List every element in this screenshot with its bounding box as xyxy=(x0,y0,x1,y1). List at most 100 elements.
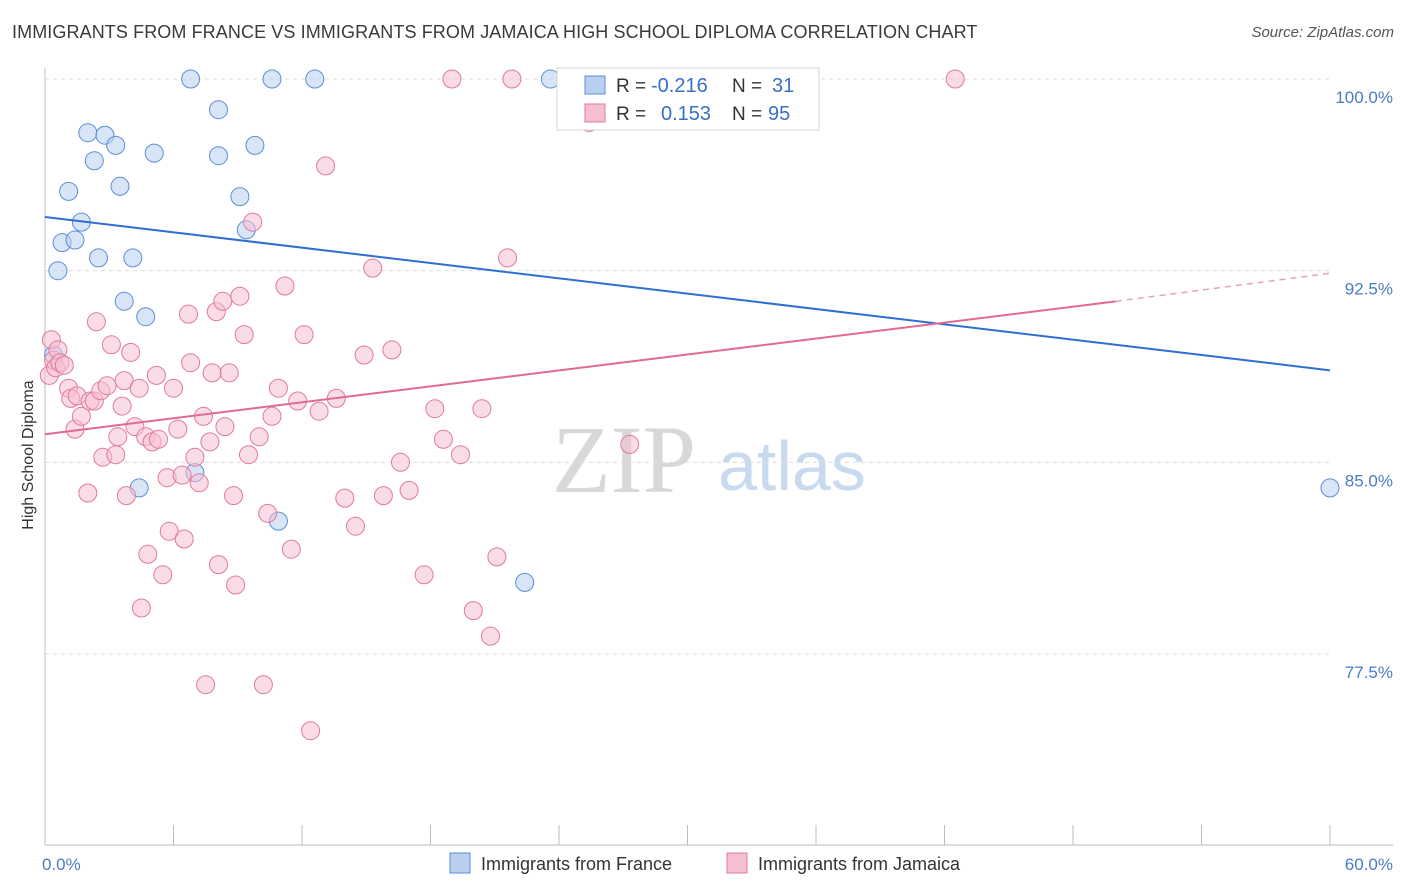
stats-jamaica-n-value: 95 xyxy=(768,103,790,125)
y-tick-label-3: 77.5% xyxy=(1345,663,1393,682)
point-france-16 xyxy=(144,143,164,163)
x-tick-label-0: 0.0% xyxy=(42,855,81,874)
y-axis-label: High School Diploma xyxy=(20,380,37,530)
point-jamaica-33 xyxy=(149,429,168,449)
point-jamaica-91 xyxy=(502,69,522,89)
stats-france-n-value: 31 xyxy=(772,75,794,97)
point-jamaica-74 xyxy=(346,516,365,536)
x-tick-labels: 0.0% 60.0% xyxy=(42,855,1393,874)
point-jamaica-68 xyxy=(294,325,314,345)
legend-swatch-jamaica[interactable] xyxy=(726,852,748,874)
point-jamaica-42 xyxy=(181,353,201,373)
point-jamaica-64 xyxy=(268,378,288,398)
point-france-6 xyxy=(78,123,98,143)
legend-label-france[interactable]: Immigrants from France xyxy=(481,854,672,874)
point-jamaica-67 xyxy=(288,391,308,411)
point-france-26 xyxy=(305,69,325,89)
point-france-1 xyxy=(48,261,68,281)
trend-lines xyxy=(44,216,1331,436)
point-jamaica-87 xyxy=(472,399,492,419)
point-jamaica-40 xyxy=(174,529,194,549)
watermark-zip: ZIP xyxy=(552,406,696,513)
point-jamaica-55 xyxy=(226,575,246,595)
point-jamaica-28 xyxy=(131,598,151,618)
point-jamaica-58 xyxy=(239,445,258,465)
point-jamaica-19 xyxy=(101,335,121,355)
point-jamaica-6 xyxy=(54,355,74,375)
point-jamaica-90 xyxy=(498,248,518,268)
point-france-4 xyxy=(65,230,85,250)
point-jamaica-83 xyxy=(433,429,453,449)
point-jamaica-60 xyxy=(249,427,269,447)
scatter-points xyxy=(39,69,1340,741)
point-jamaica-48 xyxy=(202,363,222,383)
legend-swatch-france[interactable] xyxy=(449,852,471,874)
point-jamaica-47 xyxy=(200,432,220,452)
stats-swatch-france xyxy=(584,75,606,95)
point-jamaica-22 xyxy=(112,396,132,416)
stats-swatch-jamaica xyxy=(584,103,606,123)
point-jamaica-81 xyxy=(414,565,434,585)
point-france-10 xyxy=(106,135,126,155)
y-tick-label-0: 100.0% xyxy=(1335,88,1393,107)
point-jamaica-46 xyxy=(196,675,216,695)
point-jamaica-59 xyxy=(243,212,263,232)
chart-title: IMMIGRANTS FROM FRANCE VS IMMIGRANTS FRO… xyxy=(12,22,978,42)
point-jamaica-62 xyxy=(258,503,278,523)
point-jamaica-79 xyxy=(391,452,410,472)
stats-france-r-value: -0.216 xyxy=(651,75,708,97)
point-jamaica-70 xyxy=(309,401,329,421)
point-jamaica-69 xyxy=(301,721,321,741)
point-jamaica-43 xyxy=(185,447,205,467)
point-jamaica-80 xyxy=(399,480,419,500)
point-france-11 xyxy=(110,176,130,196)
point-jamaica-89 xyxy=(487,547,507,567)
point-jamaica-36 xyxy=(159,521,179,541)
point-jamaica-51 xyxy=(213,291,233,311)
point-jamaica-86 xyxy=(463,601,483,621)
trend-line-jamaica-extension xyxy=(1115,272,1331,303)
point-jamaica-37 xyxy=(164,378,183,398)
point-jamaica-65 xyxy=(275,276,295,296)
point-jamaica-76 xyxy=(363,258,383,278)
point-france-12 xyxy=(114,291,134,311)
point-jamaica-93 xyxy=(620,434,640,454)
point-jamaica-54 xyxy=(224,486,243,506)
point-jamaica-24 xyxy=(116,486,136,506)
point-jamaica-63 xyxy=(262,406,282,426)
point-jamaica-30 xyxy=(138,544,158,564)
point-jamaica-44 xyxy=(189,473,209,493)
point-france-13 xyxy=(123,248,143,268)
point-jamaica-27 xyxy=(129,378,149,398)
stats-jamaica-r-label: R = xyxy=(616,104,646,125)
point-jamaica-78 xyxy=(382,340,402,360)
trend-line-france xyxy=(44,216,1331,372)
point-jamaica-82 xyxy=(425,399,445,419)
stats-box: R = -0.216 N = 31 R = 0.153 N = 95 xyxy=(556,67,820,131)
point-jamaica-34 xyxy=(153,565,173,585)
y-tick-label-1: 92.5% xyxy=(1345,280,1393,299)
trend-line-jamaica xyxy=(44,300,1116,436)
point-jamaica-52 xyxy=(215,417,235,437)
point-france-30 xyxy=(1320,478,1340,498)
point-jamaica-53 xyxy=(219,363,239,383)
legend-label-jamaica[interactable]: Immigrants from Jamaica xyxy=(758,854,961,874)
point-jamaica-71 xyxy=(316,156,336,176)
point-france-27 xyxy=(515,572,535,592)
axes xyxy=(44,68,1393,846)
y-tick-labels: 100.0% 92.5% 85.0% 77.5% xyxy=(1335,88,1393,682)
point-jamaica-84 xyxy=(442,69,462,89)
point-france-17 xyxy=(181,69,201,89)
point-france-8 xyxy=(89,248,108,268)
point-jamaica-50 xyxy=(209,555,228,575)
grid-lines xyxy=(45,78,1330,655)
point-jamaica-61 xyxy=(253,675,273,695)
point-jamaica-18 xyxy=(97,376,117,396)
point-jamaica-88 xyxy=(481,626,500,646)
point-jamaica-73 xyxy=(335,488,355,508)
point-jamaica-85 xyxy=(451,445,470,465)
point-jamaica-41 xyxy=(179,304,198,324)
point-france-3 xyxy=(59,181,79,201)
point-france-7 xyxy=(84,151,104,171)
